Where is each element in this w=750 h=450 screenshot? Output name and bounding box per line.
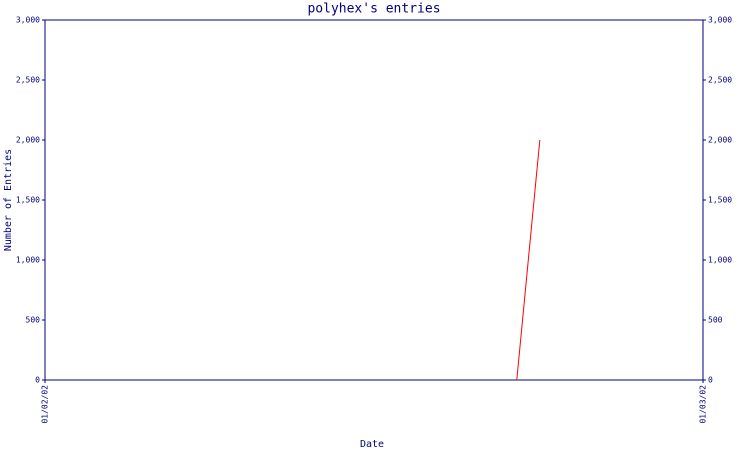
y-axis-label: Number of Entries bbox=[3, 149, 14, 251]
y2-tick-label: 1,500 bbox=[708, 196, 732, 205]
y2-tick-label: 2,000 bbox=[708, 136, 732, 145]
x-axis-label: Date bbox=[360, 439, 384, 450]
x-tick-label: 01/03/02 bbox=[699, 385, 708, 424]
y-tick-label: 2,000 bbox=[16, 136, 40, 145]
x-tick-label: 01/02/02 bbox=[41, 385, 50, 424]
y-tick-label: 2,500 bbox=[16, 76, 40, 85]
y-tick-label: 3,000 bbox=[16, 16, 40, 25]
y-tick-label: 1,000 bbox=[16, 256, 40, 265]
y2-tick-label: 2,500 bbox=[708, 76, 732, 85]
y2-tick-label: 1,000 bbox=[708, 256, 732, 265]
y-tick-label: 0 bbox=[35, 376, 40, 385]
y-tick-label: 1,500 bbox=[16, 196, 40, 205]
chart-title: polyhex's entries bbox=[307, 2, 440, 17]
y2-tick-label: 0 bbox=[708, 376, 713, 385]
y2-tick-label: 3,000 bbox=[708, 16, 732, 25]
y2-tick-label: 500 bbox=[708, 316, 723, 325]
data-line bbox=[516, 139, 541, 381]
y-tick-label: 500 bbox=[26, 316, 41, 325]
